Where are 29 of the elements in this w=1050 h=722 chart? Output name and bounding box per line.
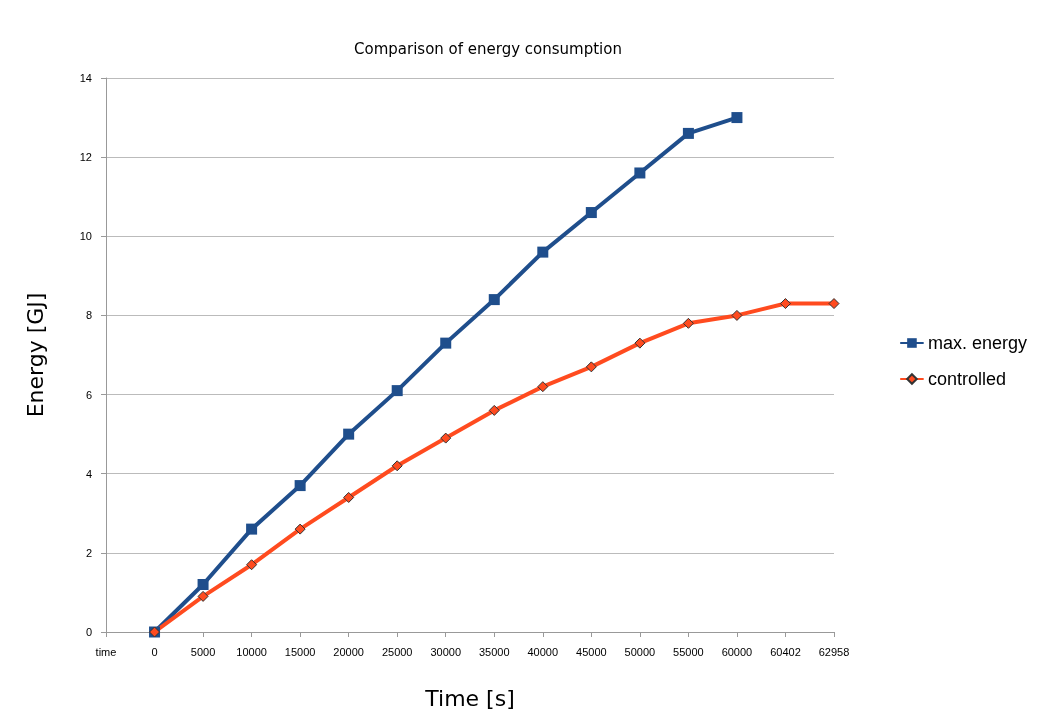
x-tick-label: 62958 [818, 645, 850, 658]
y-tick-label: 14 [79, 72, 92, 84]
x-tick-label: 50000 [624, 645, 656, 658]
x-tick-label: 20000 [333, 645, 364, 658]
y-tick-label: 2 [85, 546, 92, 559]
x-tick-label: 15000 [284, 645, 316, 658]
y-tick-label: 10 [79, 230, 92, 243]
y-tick-label: 4 [85, 467, 92, 480]
legend-label: max. energy [927, 333, 1027, 353]
y-tick-label: 12 [79, 151, 92, 164]
x-tick-label: 35000 [478, 645, 510, 658]
y-tick-label: 6 [85, 388, 92, 401]
x-tick-label: 5000 [190, 645, 216, 658]
x-tick-label: 0 [151, 645, 158, 658]
x-tick-label: 40000 [527, 645, 559, 658]
chart-title: Comparison of energy consumption [354, 39, 622, 58]
x-tick-label: 60000 [721, 645, 753, 658]
x-tick-label: 55000 [673, 645, 704, 658]
y-axis-title: Energy [GJ] [22, 292, 48, 418]
y-tick-label: 8 [85, 309, 92, 322]
x-tick-label: 60402 [770, 645, 801, 658]
x-tick-label: 30000 [430, 645, 462, 658]
x-tick-label: 25000 [381, 645, 413, 658]
x-tick-label: 10000 [236, 645, 267, 658]
x-tick-label: 45000 [576, 645, 607, 658]
y-tick-label: 0 [85, 626, 92, 638]
x-axis-title: Time [s] [424, 685, 515, 711]
legend-label: controlled [927, 369, 1006, 389]
x-tick-label: time [95, 645, 117, 658]
